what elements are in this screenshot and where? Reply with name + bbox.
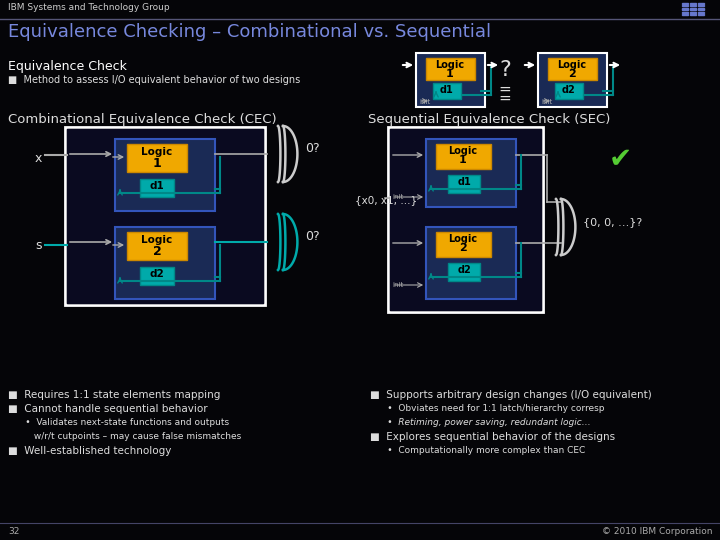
Bar — [436, 144, 491, 169]
Text: =: = — [499, 82, 511, 97]
Bar — [690, 3, 696, 4]
Bar — [448, 263, 480, 281]
Text: •  Computationally more complex than CEC: • Computationally more complex than CEC — [370, 446, 585, 455]
Text: w/r/t cutpoints – may cause false mismatches: w/r/t cutpoints – may cause false mismat… — [8, 432, 241, 441]
Bar — [690, 4, 696, 5]
Text: ■  Explores sequential behavior of the designs: ■ Explores sequential behavior of the de… — [370, 432, 615, 442]
Text: Logic: Logic — [557, 60, 587, 70]
Bar — [426, 139, 516, 207]
Bar — [115, 227, 215, 299]
Text: Equivalence Checking – Combinational vs. Sequential: Equivalence Checking – Combinational vs.… — [8, 23, 491, 41]
Text: ✔: ✔ — [608, 145, 631, 173]
Text: 0?: 0? — [305, 231, 320, 244]
Bar — [548, 58, 597, 80]
Text: 2: 2 — [459, 243, 467, 253]
Text: init: init — [392, 194, 403, 200]
Text: ■  Requires 1:1 state elements mapping: ■ Requires 1:1 state elements mapping — [8, 390, 220, 400]
Bar — [682, 3, 688, 4]
Text: Logic: Logic — [141, 147, 173, 157]
Text: ■  Method to assess I/O equivalent behavior of two designs: ■ Method to assess I/O equivalent behavi… — [8, 75, 300, 85]
Bar — [426, 58, 475, 80]
Bar — [698, 9, 704, 10]
Bar — [698, 14, 704, 15]
Bar — [698, 4, 704, 5]
Bar — [67, 129, 263, 303]
Bar — [682, 9, 688, 10]
Text: d1: d1 — [457, 177, 471, 187]
Bar — [682, 14, 688, 15]
Bar — [448, 175, 480, 193]
Text: ■  Well-established technology: ■ Well-established technology — [8, 446, 171, 456]
Text: init: init — [392, 282, 403, 288]
Text: d1: d1 — [150, 181, 164, 191]
Bar — [0, 0, 720, 18]
Text: {x0, x1, …}: {x0, x1, …} — [355, 195, 418, 205]
Bar — [436, 232, 491, 257]
Bar — [127, 232, 187, 260]
Text: Logic: Logic — [141, 235, 173, 245]
Text: s: s — [35, 239, 42, 252]
Bar — [682, 8, 688, 9]
Text: •  Validates next-state functions and outputs: • Validates next-state functions and out… — [8, 418, 229, 427]
Text: ■  Cannot handle sequential behavior: ■ Cannot handle sequential behavior — [8, 404, 207, 414]
Bar — [698, 3, 704, 4]
Text: Logic: Logic — [449, 234, 477, 244]
Bar — [416, 53, 485, 107]
Bar — [682, 12, 688, 13]
Text: 2: 2 — [568, 69, 576, 79]
Text: 1: 1 — [446, 69, 454, 79]
Text: 1: 1 — [153, 157, 161, 170]
Text: Combinational Equivalence Check (CEC): Combinational Equivalence Check (CEC) — [8, 113, 276, 126]
Text: {0, 0, …}?: {0, 0, …}? — [583, 217, 642, 227]
Bar — [538, 53, 607, 107]
Bar — [140, 179, 174, 197]
Bar — [140, 267, 174, 285]
Text: d2: d2 — [562, 85, 576, 95]
Bar — [698, 12, 704, 13]
Bar — [65, 127, 265, 305]
Bar — [433, 83, 461, 99]
Bar — [390, 129, 541, 310]
Text: Logic: Logic — [449, 146, 477, 156]
Text: x: x — [35, 152, 42, 165]
Text: ?: ? — [499, 60, 511, 80]
Text: Sequential Equivalence Check (SEC): Sequential Equivalence Check (SEC) — [368, 113, 611, 126]
Text: IBM Systems and Technology Group: IBM Systems and Technology Group — [8, 3, 170, 12]
Bar — [555, 83, 583, 99]
Text: •  Retiming, power saving, redundant logic…: • Retiming, power saving, redundant logi… — [370, 418, 590, 427]
Bar — [690, 8, 696, 9]
Text: d2: d2 — [457, 265, 471, 275]
Bar — [426, 227, 516, 299]
Bar — [127, 144, 187, 172]
Text: 1: 1 — [459, 155, 467, 165]
Text: =: = — [499, 91, 511, 106]
Bar — [682, 4, 688, 5]
Bar — [388, 127, 543, 312]
Text: Logic: Logic — [436, 60, 464, 70]
Text: ■  Supports arbitrary design changes (I/O equivalent): ■ Supports arbitrary design changes (I/O… — [370, 390, 652, 400]
Bar — [690, 9, 696, 10]
Bar — [115, 139, 215, 211]
Text: d1: d1 — [440, 85, 454, 95]
Text: © 2010 IBM Corporation: © 2010 IBM Corporation — [601, 527, 712, 536]
Text: 32: 32 — [8, 527, 19, 536]
Bar — [690, 12, 696, 13]
Bar — [698, 8, 704, 9]
Text: 0?: 0? — [305, 143, 320, 156]
Text: Equivalence Check: Equivalence Check — [8, 60, 127, 73]
Text: d2: d2 — [150, 269, 164, 279]
Text: •  Obviates need for 1:1 latch/hierarchy corresp: • Obviates need for 1:1 latch/hierarchy … — [370, 404, 605, 413]
Text: 2: 2 — [153, 245, 161, 258]
Text: init: init — [419, 99, 431, 105]
Text: init: init — [541, 99, 552, 105]
Bar — [690, 14, 696, 15]
